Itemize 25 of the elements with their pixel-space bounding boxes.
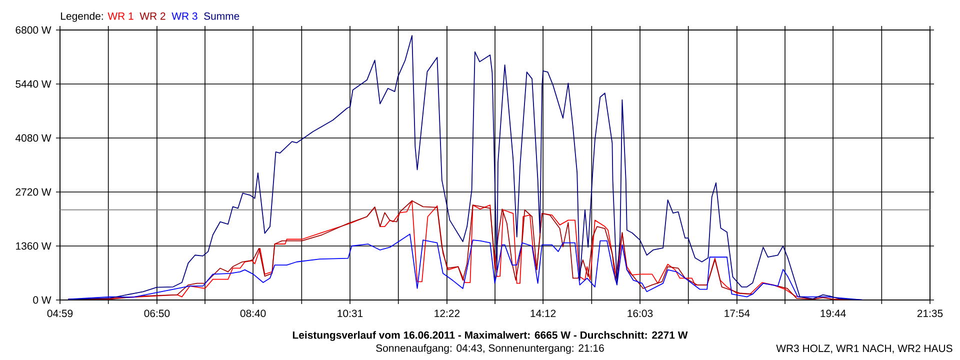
x-tick-label: 10:31 [338, 310, 363, 318]
x-tick-label: 14:12 [530, 310, 556, 317]
x-tick-label: 06:50 [144, 310, 170, 318]
x-tick-label: 04:59 [47, 310, 73, 318]
y-tick-label: 6800 W [16, 26, 52, 34]
legend-title: Legende: [61, 12, 103, 22]
y-tick-label: 1360 W [16, 242, 52, 250]
text: WR 1 [108, 12, 134, 20]
x-tick-label: 21:35 [917, 310, 943, 318]
text: Leistungsverlauf vom 16.06.2011 - Maximalwert: 6665 W - Durchschnitt: 2271 W [292, 331, 688, 341]
x-tick-label: 16:03 [628, 310, 653, 318]
text: Summe [204, 12, 240, 20]
x-tick-label: 19:44 [820, 310, 846, 318]
text: WR3 HOLZ, WR1 NACH, WR2 HAUS [776, 344, 952, 354]
x-tick-label: 08:40 [240, 310, 266, 318]
text: WR 2 [140, 12, 166, 20]
x-tick-label: 12:22 [434, 310, 460, 317]
text: WR 3 [172, 12, 198, 20]
text: Sonnenaufgang: 04:43, Sonnenuntergang: 21:16 [376, 344, 604, 354]
y-tick-label: 4080 W [16, 134, 52, 142]
y-tick-label: 0 W [33, 296, 52, 304]
y-tick-label: 2720 W [16, 188, 52, 196]
line-series [68, 35, 864, 300]
x-tick-label: 17:54 [724, 310, 750, 317]
y-tick-label: 5440 W [16, 80, 52, 88]
